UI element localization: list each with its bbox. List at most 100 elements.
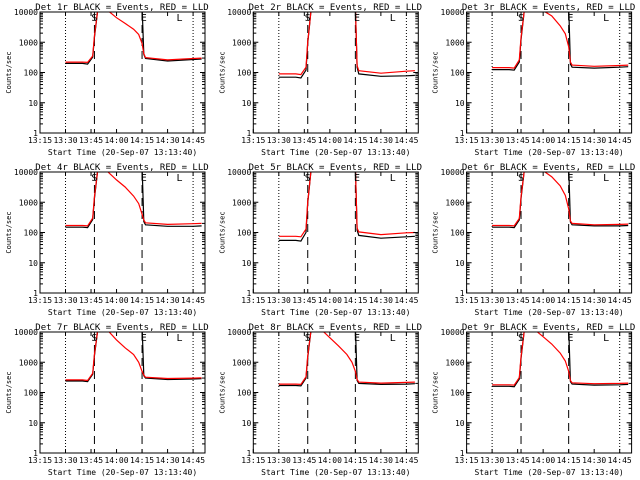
- x-tick-label: 14:30: [582, 296, 606, 305]
- marker-s: S: [91, 333, 97, 344]
- chart-title: Det 1r BLACK = Events, RED = LLD: [35, 3, 208, 13]
- y-tick-label: 100: [237, 229, 252, 238]
- series-line-events: [278, 332, 415, 387]
- y-tick-label: 10000: [441, 8, 465, 17]
- chart-panel-6r: Det 6r BLACK = Events, RED = LLD Counts/s…: [432, 163, 636, 317]
- x-tick-label: 14:15: [343, 136, 367, 145]
- y-tick-label: 10: [455, 259, 465, 268]
- x-tick-label: 13:45: [292, 456, 316, 465]
- chart-panel-5r: Det 5r BLACK = Events, RED = LLD Counts/s…: [218, 163, 422, 317]
- x-tick-label: 13:45: [506, 136, 530, 145]
- y-tick-label: 1000: [232, 358, 251, 367]
- series-line-lld: [65, 332, 202, 382]
- plot-frame: [252, 331, 419, 454]
- chart-panel-2r: Det 2r BLACK = Events, RED = LLD Counts/s…: [218, 3, 422, 157]
- y-tick-label: 1000: [232, 38, 251, 47]
- x-tick-label: 13:45: [79, 136, 103, 145]
- x-tick-label: 14:30: [369, 296, 393, 305]
- chart-title: Det 4r BLACK = Events, RED = LLD: [35, 163, 208, 173]
- marker-s: S: [305, 173, 311, 184]
- y-axis-label: Counts/sec: [432, 371, 440, 413]
- marker-s: S: [518, 13, 524, 24]
- chart-panel-4r: Det 4r BLACK = Events, RED = LLD Counts/s…: [5, 163, 209, 317]
- y-tick-label: 10000: [14, 168, 38, 177]
- x-tick-label: 14:00: [531, 136, 555, 145]
- x-tick-label: 14:30: [156, 136, 180, 145]
- chart-panel-1r: Det 1r BLACK = Events, RED = LLD Counts/s…: [5, 3, 209, 157]
- y-tick-label: 1: [246, 449, 251, 458]
- chart-panel-8r: Det 8r BLACK = Events, RED = LLD Counts/s…: [218, 323, 422, 477]
- y-tick-label: 10: [242, 99, 252, 108]
- x-tick-label: 14:00: [318, 136, 342, 145]
- series-line-events: [278, 12, 415, 79]
- marker-e: E: [141, 173, 147, 184]
- series-line-events: [65, 172, 202, 229]
- x-tick-label: 13:45: [292, 296, 316, 305]
- plot-frame: [466, 171, 633, 294]
- x-axis-label: Start Time (20-Sep-07 13:13:40): [261, 468, 410, 477]
- marker-e: E: [354, 173, 360, 184]
- x-tick-label: 13:15: [28, 136, 52, 145]
- chart-panel-7r: Det 7r BLACK = Events, RED = LLD Counts/s…: [5, 323, 209, 477]
- x-tick-label: 14:15: [557, 296, 581, 305]
- chart-title: Det 3r BLACK = Events, RED = LLD: [462, 3, 635, 13]
- marker-s: S: [518, 173, 524, 184]
- y-axis-label: Counts/sec: [432, 51, 440, 93]
- x-tick-label: 14:30: [369, 136, 393, 145]
- x-tick-label: 14:00: [104, 456, 128, 465]
- y-tick-label: 1: [33, 449, 38, 458]
- marker-e: E: [567, 173, 573, 184]
- x-axis-label: Start Time (20-Sep-07 13:13:40): [474, 148, 623, 157]
- x-tick-label: 13:15: [28, 296, 52, 305]
- y-tick-label: 1000: [19, 358, 38, 367]
- x-tick-label: 14:30: [156, 456, 180, 465]
- marker-e: E: [567, 333, 573, 344]
- y-tick-label: 10: [242, 259, 252, 268]
- x-tick-label: 13:15: [455, 456, 479, 465]
- series-line-events: [65, 12, 202, 65]
- x-tick-label: 14:45: [394, 456, 418, 465]
- y-tick-label: 1: [33, 289, 38, 298]
- x-tick-label: 13:15: [28, 456, 52, 465]
- marker-l: L: [390, 333, 396, 344]
- data-series-group: [492, 172, 629, 229]
- x-tick-label: 13:30: [267, 456, 291, 465]
- data-series-group: [278, 172, 415, 242]
- x-tick-label: 13:30: [53, 136, 77, 145]
- y-tick-label: 1000: [445, 198, 464, 207]
- chart-title: Det 7r BLACK = Events, RED = LLD: [35, 323, 208, 333]
- x-tick-label: 13:15: [455, 296, 479, 305]
- series-line-events: [492, 172, 629, 229]
- data-series-group: [65, 12, 202, 65]
- x-tick-label: 13:30: [480, 136, 504, 145]
- chart-title: Det 8r BLACK = Events, RED = LLD: [249, 323, 422, 333]
- marker-l: L: [176, 13, 182, 24]
- plot-frame: [39, 331, 206, 454]
- x-tick-label: 14:15: [130, 296, 154, 305]
- plot-frame: [466, 331, 633, 454]
- y-tick-label: 1: [246, 129, 251, 138]
- marker-e: E: [141, 13, 147, 24]
- chart-panel-9r: Det 9r BLACK = Events, RED = LLD Counts/s…: [432, 323, 636, 477]
- marker-l: L: [390, 13, 396, 24]
- y-tick-label: 10000: [227, 8, 251, 17]
- x-tick-label: 14:00: [104, 296, 128, 305]
- x-axis-label: Start Time (20-Sep-07 13:13:40): [261, 148, 410, 157]
- y-tick-label: 10000: [441, 328, 465, 337]
- x-tick-label: 14:30: [156, 296, 180, 305]
- marker-s: S: [305, 13, 311, 24]
- x-axis-label: Start Time (20-Sep-07 13:13:40): [261, 308, 410, 317]
- series-line-lld: [492, 172, 629, 227]
- y-tick-label: 1000: [445, 358, 464, 367]
- marker-e: E: [354, 13, 360, 24]
- x-tick-label: 14:00: [318, 456, 342, 465]
- marker-s: S: [91, 173, 97, 184]
- y-tick-label: 10: [28, 259, 38, 268]
- chart-title: Det 2r BLACK = Events, RED = LLD: [249, 3, 422, 13]
- y-tick-label: 10: [455, 99, 465, 108]
- x-tick-label: 14:45: [608, 136, 632, 145]
- chart-title: Det 6r BLACK = Events, RED = LLD: [462, 163, 635, 173]
- series-line-events: [278, 172, 415, 242]
- data-series-group: [65, 332, 202, 383]
- marker-s: S: [305, 333, 311, 344]
